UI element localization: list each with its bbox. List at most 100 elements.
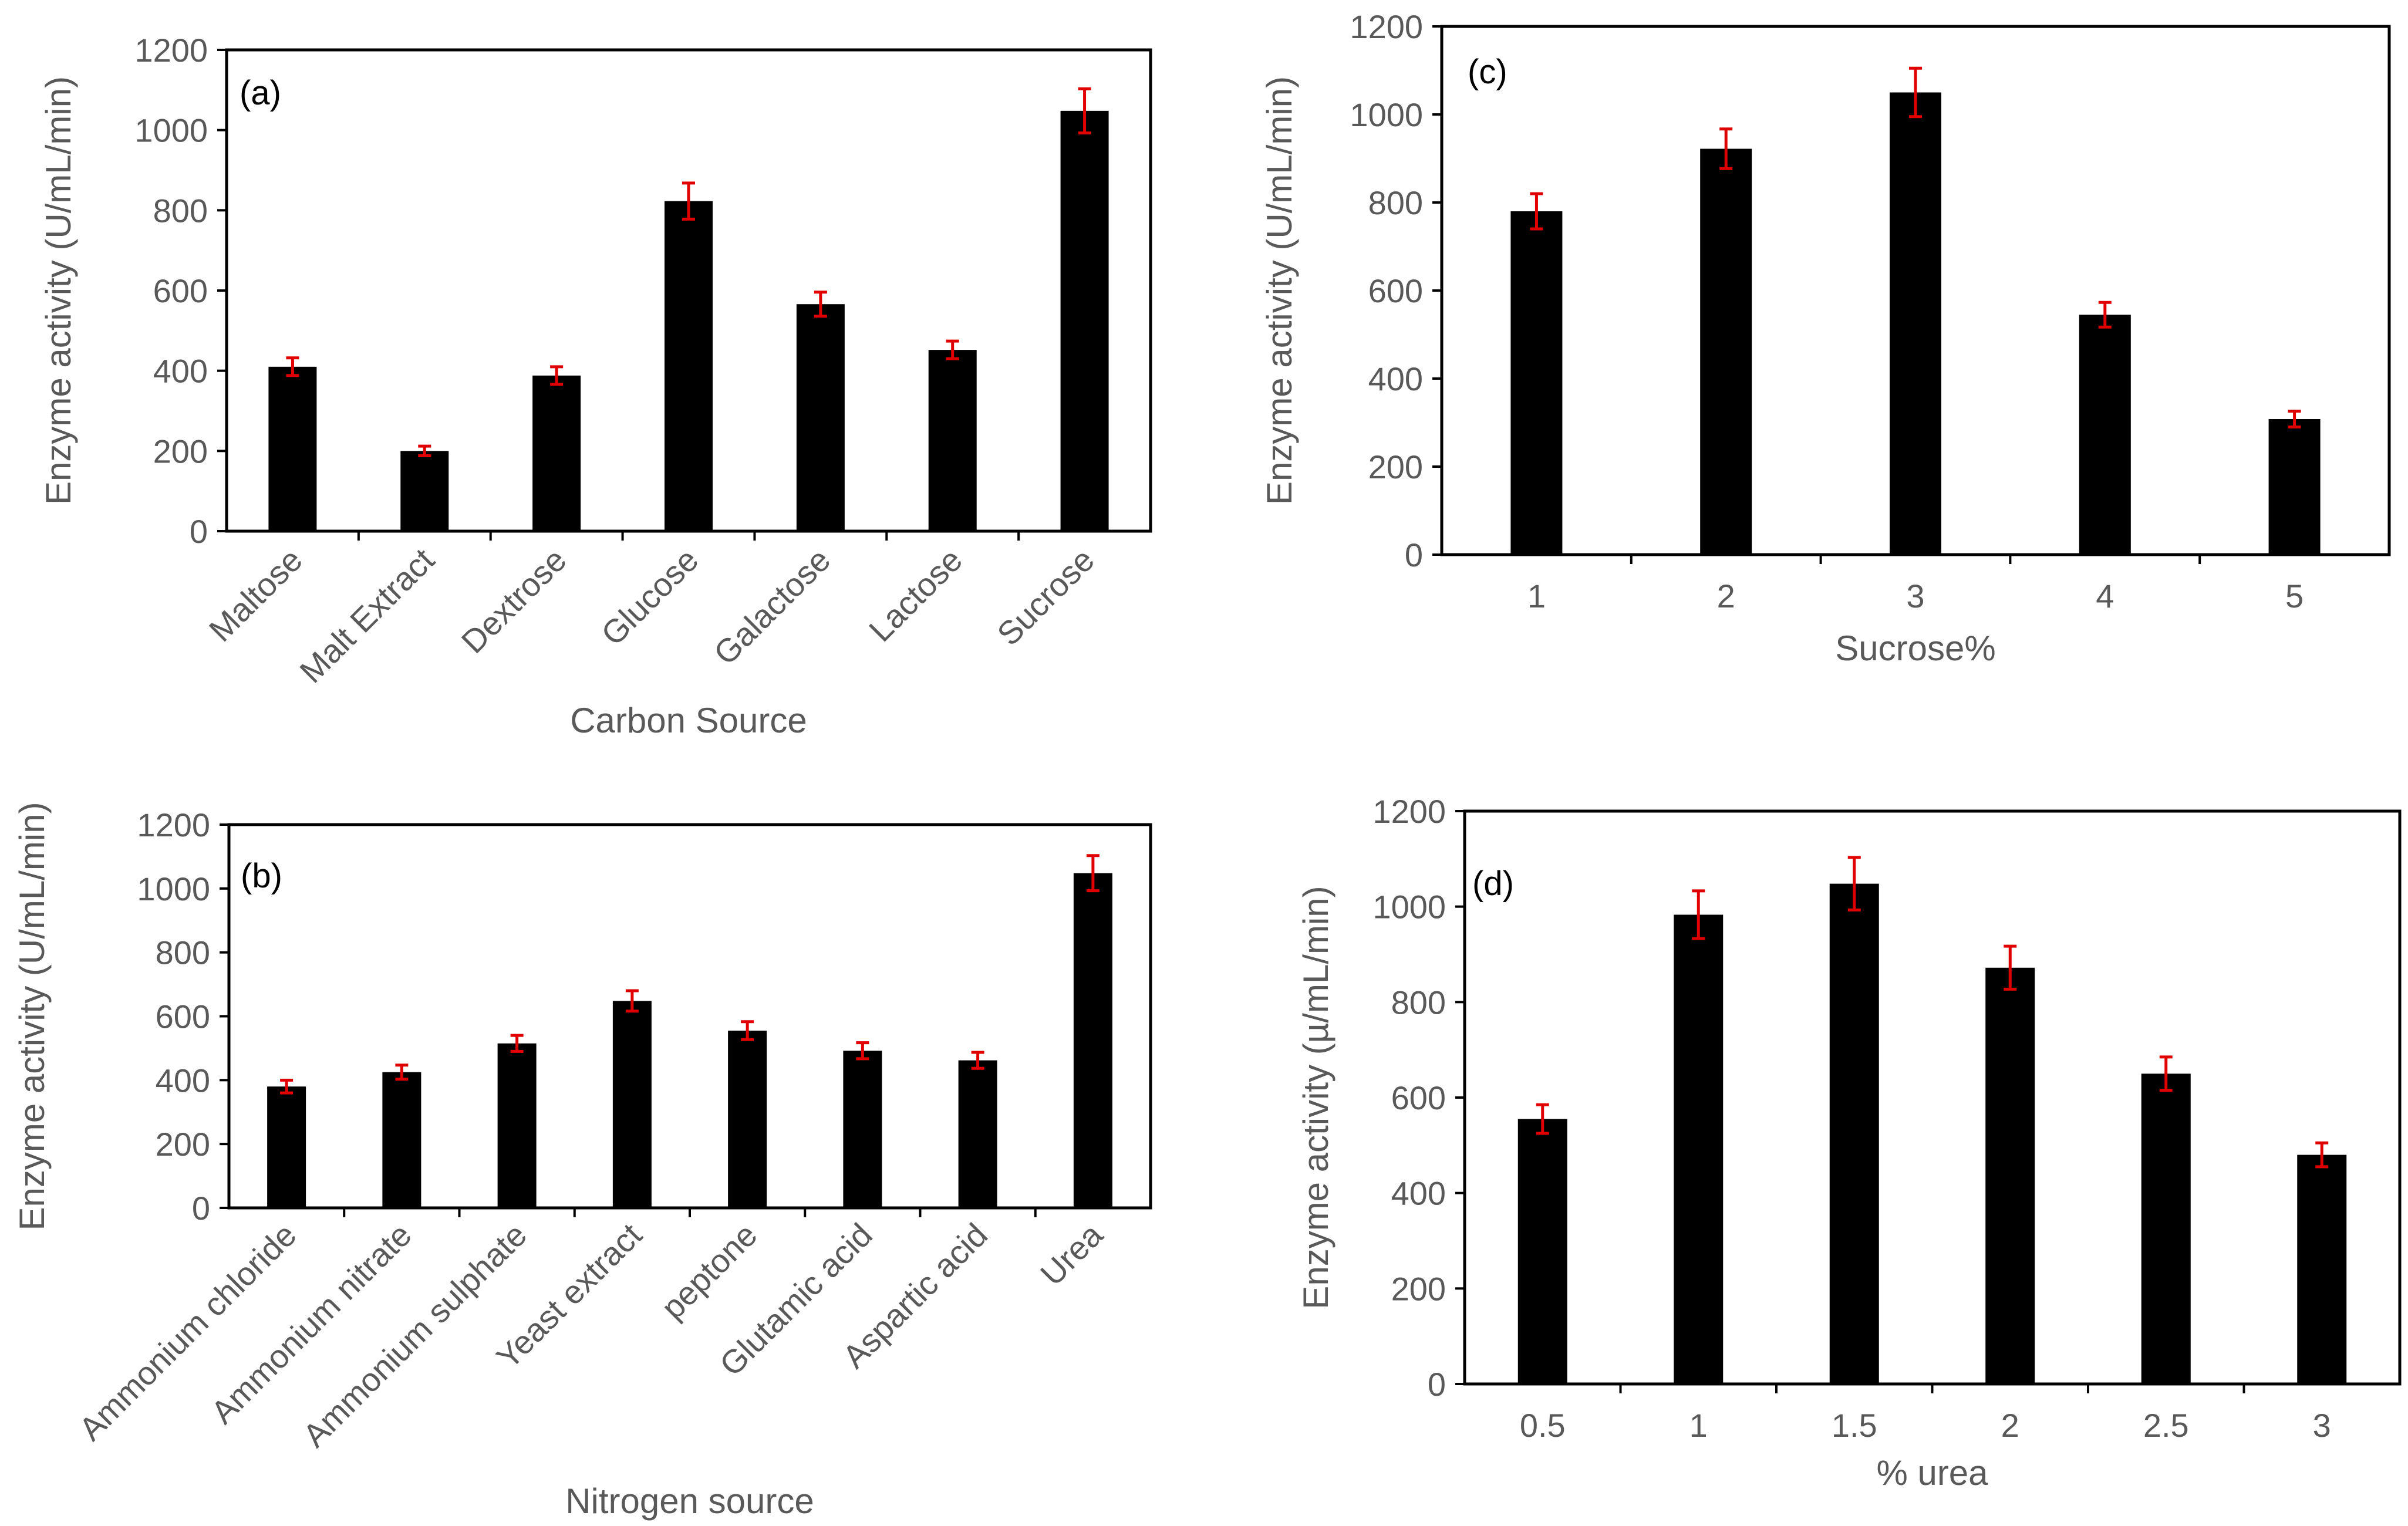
x-category-label: Ammonium chloride: [72, 1216, 303, 1447]
panel-label: (a): [240, 74, 281, 112]
bar-c-1: [1700, 148, 1752, 555]
x-category-label: Ammonium nitrate: [204, 1216, 419, 1431]
y-tick-label: 0: [190, 513, 208, 550]
error-bar-c-1: [1719, 127, 1733, 170]
y-tick-label: 400: [156, 1062, 210, 1099]
x-category-label: 2: [1717, 578, 1735, 615]
bar-b-7: [1073, 873, 1112, 1208]
bar-c-0: [1510, 211, 1563, 555]
bar-a-4: [796, 304, 845, 531]
error-bar-a-0: [286, 356, 299, 377]
error-bar-d-1: [1692, 889, 1705, 940]
error-bar-b-2: [510, 1034, 524, 1053]
x-axis-title: Sucrose%: [1835, 629, 1995, 668]
bar-b-0: [267, 1086, 306, 1208]
error-bar-a-5: [946, 339, 959, 360]
error-bar-a-4: [814, 291, 827, 318]
plot-frame: [227, 823, 1152, 1210]
x-axis-title: Nitrogen source: [565, 1481, 814, 1521]
x-category-label: 1: [1689, 1407, 1708, 1444]
bar-a-2: [532, 375, 581, 531]
x-category-label: 2: [2001, 1407, 2019, 1444]
panel-label: (c): [1468, 53, 1507, 91]
error-bar-b-5: [856, 1041, 869, 1061]
error-bar-d-3: [2004, 944, 2017, 991]
bar-d-4: [2141, 1073, 2191, 1384]
panel-label: (d): [1472, 865, 1514, 903]
bar-c-3: [2079, 315, 2131, 555]
y-tick-label: 0: [192, 1190, 210, 1227]
bar-d-1: [1674, 914, 1724, 1384]
x-category-label: 3: [2313, 1407, 2331, 1444]
x-category-label: Lactose: [862, 541, 969, 649]
plot-frame: [1463, 809, 2402, 1386]
error-bar-c-4: [2288, 410, 2301, 428]
bar-d-3: [1985, 967, 2035, 1384]
y-tick-label: 600: [153, 272, 208, 309]
bar-a-1: [400, 451, 449, 531]
error-bar-d-0: [1536, 1103, 1549, 1135]
x-category-label: Dextrose: [454, 541, 574, 660]
error-bar-c-0: [1530, 192, 1543, 231]
error-bar-d-2: [1847, 856, 1861, 911]
chart-c: 0 200 400 600 800 1000 1200 1 2 3 4 5 Sucrose% Enzyme…: [1260, 8, 2391, 668]
y-axis-title: Enzyme activity (µ/mL/min): [1296, 886, 1335, 1309]
x-category-label: 2.5: [2143, 1407, 2189, 1444]
x-axis-title: % urea: [1876, 1453, 1988, 1493]
bar-b-5: [843, 1051, 882, 1208]
y-tick-label: 1200: [134, 32, 208, 69]
error-bar-c-3: [2098, 301, 2112, 329]
error-bar-d-5: [2315, 1141, 2329, 1169]
y-axis-title: Enzyme activity (U/mL/min): [12, 802, 52, 1230]
bar-a-5: [928, 350, 977, 531]
error-bar-b-4: [741, 1020, 754, 1041]
x-category-label: Sucrose: [990, 541, 1101, 653]
chart-b: 0 200 400 600 800 1000 1200 Ammonium chlorideAm…: [12, 802, 1152, 1521]
x-category-label: Urea: [1033, 1216, 1110, 1292]
error-bar-a-2: [550, 365, 564, 386]
error-bar-d-4: [2159, 1055, 2173, 1092]
error-bar-c-2: [1909, 66, 1922, 119]
bar-b-6: [958, 1060, 997, 1208]
error-bar-a-6: [1078, 87, 1091, 134]
y-tick-label: 800: [156, 934, 210, 971]
y-tick-label: 1000: [1350, 96, 1423, 133]
bar-b-2: [497, 1043, 537, 1208]
y-axis-title: Enzyme activity (U/mL/min): [1260, 76, 1299, 505]
chart-d: 0 200 400 600 800 1000 1200 0.5 1 1.5 2 2.5 3 % urea E…: [1296, 793, 2402, 1493]
bar-d-5: [2297, 1154, 2347, 1384]
error-bar-b-3: [625, 989, 639, 1013]
bar-c-2: [1890, 92, 1941, 555]
panel-label: (b): [241, 857, 282, 895]
bar-b-4: [728, 1030, 767, 1208]
y-tick-label: 1200: [1350, 8, 1423, 45]
y-tick-label: 0: [1405, 536, 1423, 573]
error-bar-b-1: [395, 1064, 409, 1081]
y-tick-label: 1200: [1372, 793, 1446, 830]
x-category-label: 0.5: [1520, 1407, 1566, 1444]
bar-a-3: [665, 201, 713, 531]
bar-d-2: [1829, 883, 1879, 1384]
bar-b-1: [382, 1072, 421, 1208]
y-tick-label: 400: [1368, 360, 1423, 397]
x-category-label: Galactose: [707, 541, 838, 672]
bar-b-3: [612, 1001, 652, 1208]
x-category-label: 1.5: [1832, 1407, 1877, 1444]
x-category-label: Ammonium sulphate: [296, 1216, 534, 1454]
y-tick-label: 400: [153, 353, 208, 390]
y-tick-label: 200: [153, 433, 208, 470]
y-tick-label: 600: [156, 998, 210, 1035]
y-tick-label: 1000: [134, 112, 208, 149]
x-category-label: 3: [1906, 578, 1924, 615]
y-axis-title: Enzyme activity (U/mL/min): [39, 76, 78, 505]
y-tick-label: 200: [1368, 448, 1423, 485]
y-tick-label: 400: [1391, 1175, 1446, 1212]
error-bar-a-1: [418, 444, 431, 458]
x-category-label: Maltose: [202, 541, 309, 649]
y-tick-label: 800: [1368, 184, 1423, 221]
error-bar-b-7: [1086, 854, 1100, 893]
y-tick-label: 800: [153, 192, 208, 229]
error-bar-b-6: [971, 1051, 984, 1070]
